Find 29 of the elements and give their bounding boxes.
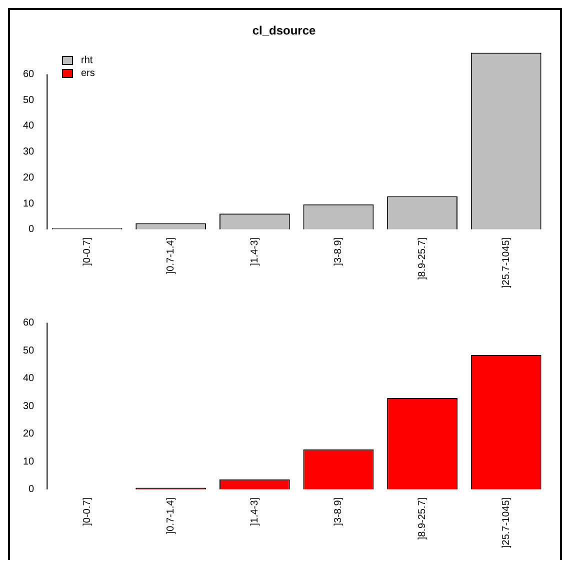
legend-label: ers (81, 67, 95, 80)
x-tick-label: ]25.7-1045] (500, 237, 512, 288)
y-tick-label: 60 (23, 69, 35, 80)
y-tick-label: 40 (23, 373, 35, 384)
y-tick-label: 20 (23, 172, 35, 184)
x-tick-label: ]8.9-25.7] (417, 497, 428, 540)
legend-label: rht (81, 54, 93, 67)
y-tick-label: 10 (23, 198, 35, 210)
y-tick-label: 50 (23, 94, 35, 106)
y-tick-label: 50 (23, 345, 35, 356)
y-tick-label: 30 (23, 400, 35, 412)
y-tick-label: 0 (28, 484, 35, 496)
x-tick-label: ]0.7-1.4] (166, 497, 177, 534)
x-tick-label: ]0-0.7] (82, 497, 93, 526)
x-tick-label: ]3-8.9] (333, 497, 344, 526)
chart-title: cl_dsource (252, 24, 316, 38)
y-tick-label: 20 (23, 428, 35, 440)
y-tick-label: 10 (23, 456, 35, 468)
x-tick-label: ]3-8.9] (333, 237, 344, 266)
y-tick-label: 60 (23, 318, 35, 329)
y-tick-label: 0 (28, 224, 35, 236)
y-tick-label: 30 (23, 146, 35, 158)
x-tick-label: ]8.9-25.7] (417, 237, 428, 280)
x-tick-label: ]25.7-1045] (500, 497, 512, 548)
x-tick-label: ]0.7-1.4] (166, 237, 177, 274)
x-tick-label: ]1.4-3] (249, 237, 260, 266)
y-tick-label: 40 (23, 120, 35, 132)
x-tick-label: ]1.4-3] (249, 497, 260, 526)
x-tick-label: ]0-0.7] (82, 237, 93, 266)
